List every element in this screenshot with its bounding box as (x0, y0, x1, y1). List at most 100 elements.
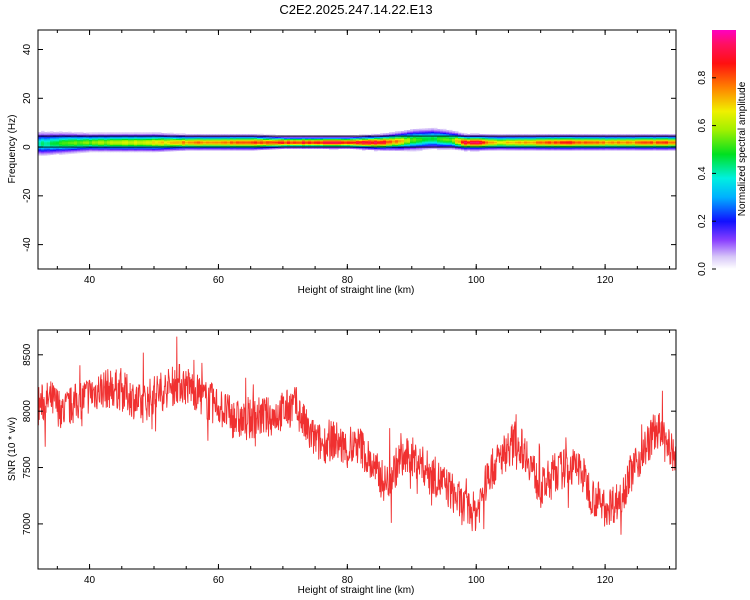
heatmap-cell (347, 143, 351, 146)
heatmap-cell (92, 150, 96, 153)
heatmap-cell (530, 140, 534, 142)
heatmap-cell (290, 137, 294, 140)
heatmap-cell (404, 132, 408, 135)
heatmap-cell (371, 139, 375, 142)
heatmap-cell (644, 134, 648, 136)
heatmap-cell (668, 137, 672, 140)
heatmap-cell (428, 137, 432, 140)
heatmap-cell (395, 139, 399, 142)
heatmap-cell (596, 142, 600, 145)
heatmap-cell (116, 145, 120, 148)
heatmap-cell (602, 140, 606, 142)
heatmap-cell (155, 135, 159, 138)
heatmap-cell (146, 149, 150, 151)
heatmap-cell (440, 143, 444, 146)
heatmap-cell (650, 134, 654, 136)
heatmap-cell (434, 129, 438, 131)
spectrogram-x-ticks: 40 60 80 100 120 (56, 30, 671, 286)
heatmap-cell (197, 148, 201, 151)
heatmap-cell (500, 147, 504, 150)
heatmap-cell (557, 144, 561, 146)
heatmap-cell (59, 131, 63, 134)
heatmap-cell (50, 139, 54, 142)
heatmap-cell (452, 133, 456, 136)
heatmap-cell (266, 145, 270, 148)
heatmap-cell (77, 144, 81, 146)
heatmap-cell (515, 142, 519, 145)
heatmap-cell (242, 139, 246, 141)
heatmap-cell (596, 144, 600, 146)
heatmap-cell (443, 137, 447, 139)
y-tick-label: 8000 (22, 400, 33, 423)
heatmap-cell (527, 142, 531, 145)
heatmap-cell (614, 142, 618, 145)
heatmap-cell (341, 141, 345, 143)
heatmap-cell (317, 143, 321, 146)
heatmap-cell (143, 150, 147, 153)
heatmap-cell (44, 141, 48, 144)
heatmap-cell (137, 142, 141, 144)
heatmap-cell (389, 141, 393, 144)
heatmap-cell (89, 134, 93, 137)
heatmap-cell (464, 139, 468, 141)
heatmap-cell (218, 142, 222, 145)
heatmap-cell (230, 139, 234, 141)
heatmap-cell (254, 141, 258, 144)
heatmap-cell (461, 148, 465, 151)
heatmap-cell (356, 143, 360, 146)
heatmap-cell (152, 143, 156, 145)
heatmap-cell (230, 145, 234, 147)
heatmap-cell (284, 141, 288, 143)
heatmap-cell (62, 138, 66, 141)
heatmap-cell (140, 144, 144, 147)
heatmap-cell (359, 136, 363, 139)
heatmap-cell (380, 133, 384, 135)
heatmap-cell (497, 137, 501, 140)
heatmap-cell (443, 139, 447, 142)
heatmap-cell (416, 143, 420, 146)
heatmap-cell (596, 147, 600, 150)
heatmap-cell (179, 135, 183, 138)
heatmap-cell (293, 136, 297, 138)
heatmap-cell (344, 136, 348, 138)
heatmap-cell (461, 136, 465, 139)
heatmap-cell (623, 148, 627, 151)
heatmap-cell (110, 146, 114, 149)
heatmap-cell (611, 137, 615, 140)
heatmap-cell (197, 141, 201, 144)
heatmap-cell (452, 137, 456, 139)
heatmap-cell (557, 134, 561, 136)
heatmap-cell (251, 136, 255, 139)
heatmap-cell (161, 144, 165, 146)
heatmap-cell (44, 144, 48, 146)
heatmap-cell (104, 135, 108, 138)
heatmap-cell (173, 133, 177, 136)
heatmap-cell (671, 147, 675, 150)
heatmap-cell (113, 149, 117, 151)
heatmap-cell (53, 133, 57, 136)
heatmap-cell (194, 145, 198, 147)
heatmap-cell (176, 136, 180, 138)
heatmap-cell (107, 135, 111, 138)
heatmap-cell (539, 139, 543, 141)
heatmap-cell (422, 128, 426, 131)
heatmap-cell (86, 142, 90, 144)
heatmap-cell (203, 148, 207, 151)
heatmap-cell (353, 137, 357, 140)
heatmap-cell (620, 141, 624, 144)
heatmap-cell (59, 136, 63, 138)
heatmap-cell (80, 145, 84, 147)
heatmap-cell (461, 132, 465, 135)
heatmap-cell (512, 144, 516, 146)
heatmap-cell (290, 143, 294, 146)
heatmap-cell (368, 142, 372, 144)
heatmap-cell (368, 144, 372, 147)
heatmap-cell (119, 148, 123, 150)
heatmap-cell (485, 140, 489, 142)
heatmap-cell (47, 139, 51, 141)
heatmap-cell (194, 136, 198, 139)
heatmap-cell (59, 149, 63, 152)
heatmap-cell (674, 147, 676, 150)
heatmap-cell (311, 138, 315, 141)
